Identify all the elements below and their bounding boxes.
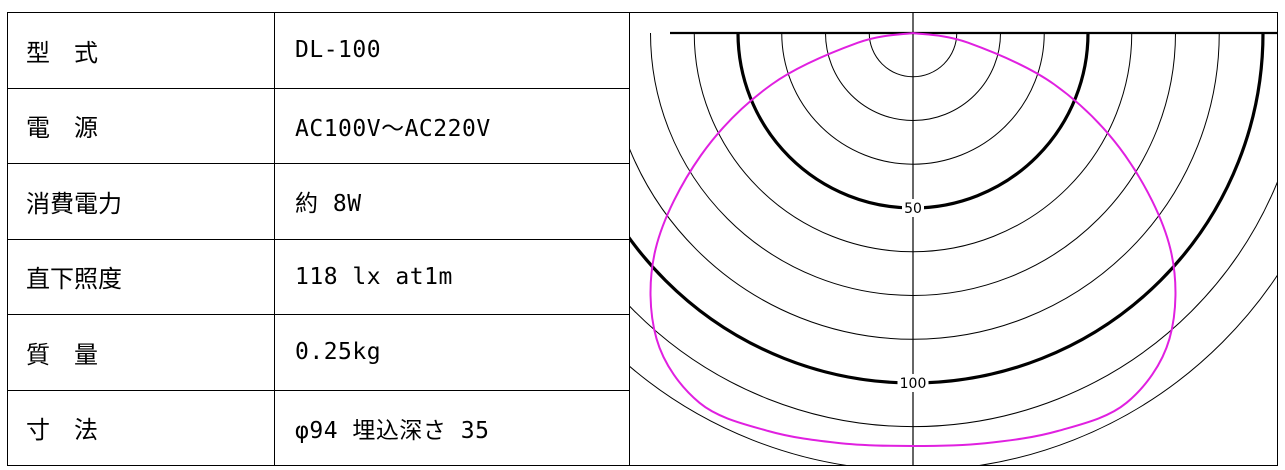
spec-row-model: 型 式 DL-100 — [7, 12, 630, 89]
spec-value-mass: 0.25kg — [274, 314, 630, 391]
grid-ring-112.5 — [630, 181, 1277, 428]
spec-row-power-consumption: 消費電力 約 8W — [7, 163, 630, 240]
tick-label-100: 100 — [900, 376, 927, 392]
spec-row-mass: 質 量 0.25kg — [7, 314, 630, 391]
spec-row-illuminance: 直下照度 118 lx at1m — [7, 238, 630, 315]
spec-value-illuminance: 118 lx at1m — [274, 238, 630, 315]
grid-rings — [630, 32, 1277, 465]
spec-value-power-consumption: 約 8W — [274, 163, 630, 240]
distribution-curve — [649, 32, 1177, 448]
grid-ring-125 — [630, 274, 1277, 465]
spec-label-power-consumption: 消費電力 — [7, 163, 275, 240]
polar-chart-svg: 50 100 — [630, 13, 1277, 465]
tick-labels: 50 100 — [897, 199, 929, 392]
tick-label-bg-100 — [897, 374, 929, 392]
grid-ring-100 — [630, 32, 1265, 385]
spec-table: 型 式 DL-100 電 源 AC100V～AC220V 消費電力 約 8W 直… — [7, 12, 630, 466]
spec-label-illuminance: 直下照度 — [7, 238, 275, 315]
tick-label-bg-50 — [902, 199, 924, 217]
grid-ring-87.5 — [630, 32, 1220, 340]
spec-value-power-source: AC100V～AC220V — [274, 87, 630, 164]
spec-row-power-source: 電 源 AC100V～AC220V — [7, 87, 630, 164]
spec-label-model: 型 式 — [7, 12, 275, 89]
light-distribution-chart: 50 100 — [630, 12, 1278, 466]
spec-value-model: DL-100 — [274, 12, 630, 89]
tick-label-50: 50 — [904, 201, 922, 217]
spec-row-dimensions: 寸 法 φ94 埋込深さ 35 — [7, 389, 630, 466]
spec-value-dimensions: φ94 埋込深さ 35 — [274, 389, 630, 466]
spec-label-mass: 質 量 — [7, 314, 275, 391]
spec-label-power-source: 電 源 — [7, 87, 275, 164]
spec-label-dimensions: 寸 法 — [7, 389, 275, 466]
